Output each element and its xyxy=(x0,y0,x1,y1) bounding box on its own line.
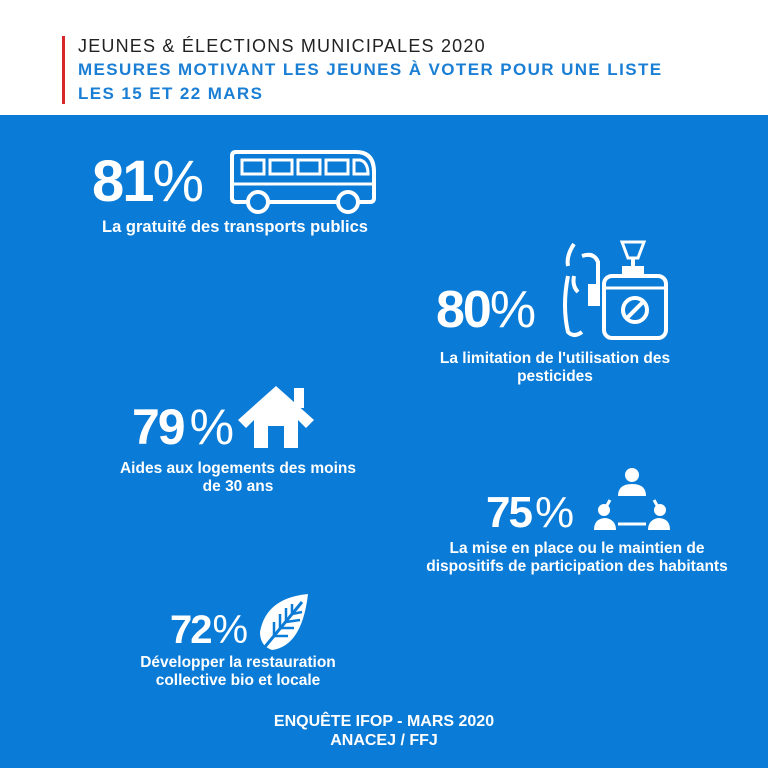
measure-3-label-line1: Aides aux logements des moins xyxy=(119,460,356,477)
measures-panel xyxy=(0,115,768,768)
measure-4-percent: 75% xyxy=(486,488,574,538)
measure-4-label-line1: La mise en place ou le maintien de xyxy=(449,540,705,557)
measure-2-label: La limitation de l'utilisation des pesti… xyxy=(410,350,700,386)
footer-partners: ANACEJ / FFJ xyxy=(330,732,438,749)
measure-1-value: 81 xyxy=(92,149,154,214)
measure-4-label-line2: dispositifs de participation des habitan… xyxy=(426,558,728,575)
footer: ENQUÊTE IFOP - MARS 2020 ANACEJ / FFJ xyxy=(0,712,768,750)
measure-5-percent: 72% xyxy=(170,608,248,653)
measure-3-unit: % xyxy=(189,399,235,455)
measure-5-label-line2: collective bio et locale xyxy=(155,672,321,689)
measure-4-unit: % xyxy=(534,488,575,537)
pesticide-sprayer-icon xyxy=(563,240,668,340)
measure-5-label: Développer la restauration collective bi… xyxy=(108,654,368,690)
measure-2-label-line1: La limitation de l'utilisation des xyxy=(439,350,671,367)
measure-1-percent: 81% xyxy=(92,148,204,215)
measure-2-unit: % xyxy=(489,281,537,339)
header-subtitle: MESURES MOTIVANT LES JEUNES À VOTER POUR… xyxy=(78,60,663,79)
bus-icon xyxy=(230,150,376,214)
measure-3-label-line2: de 30 ans xyxy=(202,478,274,495)
measure-3-value: 79 xyxy=(132,399,186,455)
house-icon xyxy=(238,386,314,448)
measure-5-value: 72 xyxy=(170,608,212,652)
measure-1-label: La gratuité des transports publics xyxy=(102,218,368,236)
measure-1-unit: % xyxy=(152,149,205,214)
accent-bar xyxy=(62,36,65,104)
header-title: JEUNES & ÉLECTIONS MUNICIPALES 2020 xyxy=(78,36,486,56)
measure-4-label: La mise en place ou le maintien de dispo… xyxy=(392,540,762,576)
leaf-icon xyxy=(260,594,308,650)
measure-5-unit: % xyxy=(212,608,249,652)
measure-5-label-line1: Développer la restauration xyxy=(140,654,336,671)
header: JEUNES & ÉLECTIONS MUNICIPALES 2020 MESU… xyxy=(0,0,768,115)
measure-3-label: Aides aux logements des moins de 30 ans xyxy=(88,460,388,496)
measure-2-label-line2: pesticides xyxy=(517,368,593,385)
measure-4-value: 75 xyxy=(486,488,533,537)
header-dates: LES 15 ET 22 MARS xyxy=(78,84,264,103)
footer-source: ENQUÊTE IFOP - MARS 2020 xyxy=(273,713,495,730)
measure-3-percent: 79% xyxy=(132,398,234,456)
participation-group-icon xyxy=(594,468,670,530)
measure-2-value: 80 xyxy=(436,281,492,339)
measure-2-percent: 80% xyxy=(436,280,536,340)
